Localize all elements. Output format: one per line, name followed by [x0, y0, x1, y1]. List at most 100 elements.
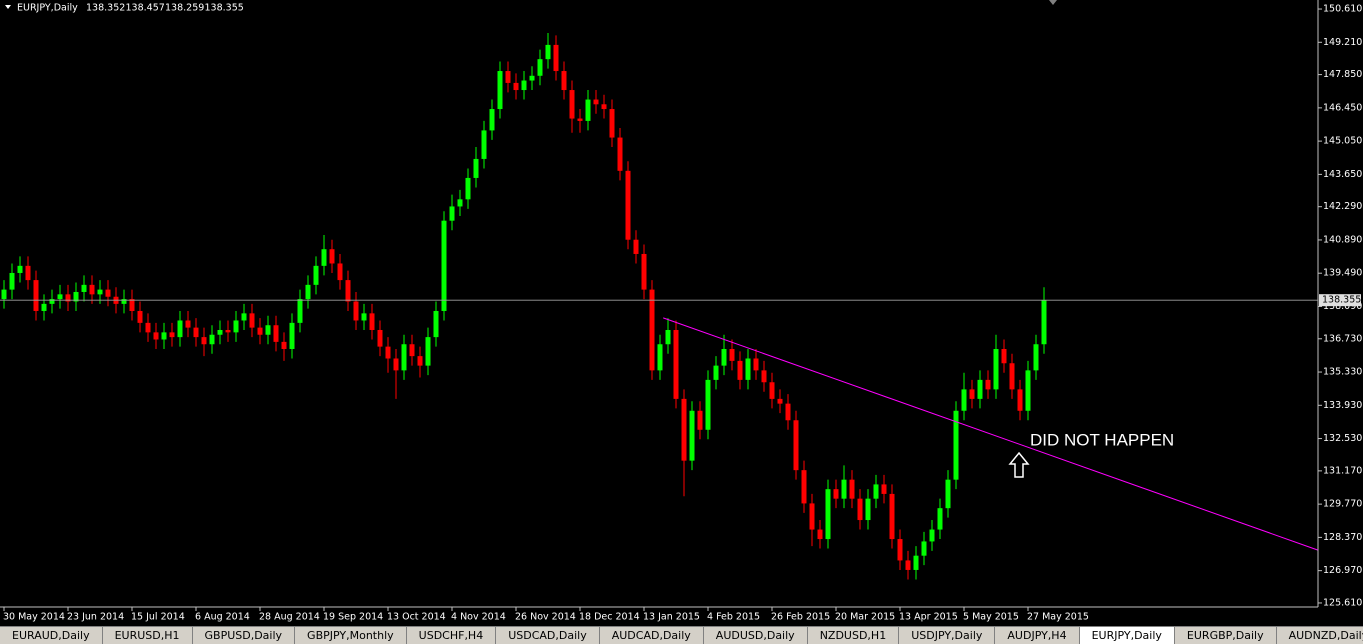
y-tick-label: 140.890	[1323, 234, 1362, 245]
candle-body	[57, 294, 63, 300]
chart-tab[interactable]: EURUSD,H1	[103, 627, 193, 644]
y-tick-label: 131.170	[1323, 465, 1362, 476]
menu-triangle	[5, 5, 11, 9]
chart-tab[interactable]: NZDUSD,H1	[808, 627, 900, 644]
candle-body	[913, 555, 919, 570]
candle-body	[1009, 363, 1015, 390]
candle-body	[153, 332, 159, 340]
candle-body	[425, 337, 431, 366]
candle-body	[353, 301, 359, 321]
chart-tab[interactable]: EURAUD,Daily	[0, 627, 103, 644]
candle-body	[441, 220, 447, 311]
candle-body	[1001, 348, 1007, 364]
candle-body	[201, 337, 207, 345]
candle-body	[97, 289, 103, 295]
y-tick-label: 135.330	[1323, 367, 1362, 378]
candle-body	[641, 253, 647, 290]
candle-body	[953, 410, 959, 480]
candle-body	[841, 479, 847, 499]
y-tick-label: 128.370	[1323, 532, 1362, 543]
candle-body	[129, 299, 135, 311]
candle-body	[185, 320, 191, 328]
candle-body	[41, 303, 47, 311]
candle-body	[409, 344, 415, 357]
chart-tab[interactable]: GBPUSD,Daily	[193, 627, 296, 644]
candle-body	[337, 263, 343, 281]
candle-body	[281, 341, 287, 349]
chart-tab[interactable]: EURJPY,Daily	[1079, 627, 1175, 644]
chart-tab[interactable]: AUDCAD,Daily	[600, 627, 704, 644]
candle-body	[121, 299, 127, 304]
candle-body	[1033, 344, 1039, 371]
candle-body	[529, 75, 535, 81]
candle-body	[505, 71, 511, 83]
candle-body	[1, 289, 7, 300]
candle-body	[489, 109, 495, 131]
candle-body	[729, 348, 735, 361]
candle-body	[105, 289, 111, 297]
candle-body	[633, 239, 639, 254]
chart: EURJPY,Daily DID NOT HAPPEN 138.352 138.4…	[0, 0, 1363, 626]
chart-tab[interactable]: AUDJPY,H4	[995, 627, 1080, 644]
candle-body	[761, 370, 767, 383]
candle-body	[809, 503, 815, 530]
chart-tab[interactable]: AUDUSD,Daily	[704, 627, 808, 644]
candle-body	[945, 479, 951, 509]
candle-body	[481, 130, 487, 159]
candle-body	[769, 382, 775, 399]
x-tick-label: 4 Feb 2015	[707, 612, 760, 623]
x-tick-label: 5 May 2015	[963, 612, 1019, 623]
chart-tab[interactable]: USDCAD,Daily	[496, 627, 600, 644]
y-tick-label: 147.850	[1323, 69, 1362, 80]
y-tick-label: 136.730	[1323, 333, 1362, 344]
candle-body	[297, 299, 303, 323]
x-tick-label: 19 Sep 2014	[323, 612, 383, 623]
ohlc-value: 138.355	[205, 3, 244, 14]
ohlc-value: 138.457	[126, 3, 165, 14]
candle-body	[401, 344, 407, 371]
x-tick-label: 4 Nov 2014	[451, 612, 506, 623]
annotation-text: DID NOT HAPPEN	[1030, 430, 1174, 449]
candle-body	[689, 410, 695, 461]
candle-body	[985, 379, 991, 390]
candle-body	[193, 327, 199, 338]
candle-body	[169, 332, 175, 338]
candle-body	[737, 360, 743, 380]
y-tick-label: 139.490	[1323, 268, 1362, 279]
candle-body	[33, 280, 39, 311]
trendline	[663, 317, 1318, 551]
candle-body	[977, 379, 983, 399]
candle-body	[753, 358, 759, 371]
candle-body	[65, 294, 71, 302]
candle-body	[241, 313, 247, 321]
chart-tab[interactable]: USDJPY,Daily	[899, 627, 996, 644]
y-tick-label: 133.930	[1323, 400, 1362, 411]
x-tick-label: 6 Aug 2014	[195, 612, 250, 623]
chart-tab[interactable]: EURGBP,Daily	[1175, 627, 1277, 644]
y-tick-label: 143.650	[1323, 169, 1362, 180]
candle-body	[289, 322, 295, 349]
candle-body	[929, 529, 935, 542]
chart-tab[interactable]: USDCHF,H4	[407, 627, 497, 644]
candle-body	[817, 529, 823, 540]
candle-body	[889, 493, 895, 540]
background	[0, 0, 1363, 626]
candle-body	[961, 389, 967, 411]
candle-body	[497, 71, 503, 110]
candle-body	[25, 265, 31, 281]
candle-body	[49, 299, 55, 304]
x-tick-label: 26 Nov 2014	[515, 612, 576, 623]
x-tick-label: 15 Jul 2014	[131, 612, 185, 623]
candle-body	[1017, 389, 1023, 411]
chart-tab[interactable]: GBPJPY,Monthly	[295, 627, 407, 644]
chart-tab[interactable]: AUDNZD,Daily	[1277, 627, 1363, 644]
candle-body	[137, 310, 143, 323]
current-price-label: 138.355	[1322, 295, 1361, 306]
candle-body	[369, 313, 375, 330]
candle-body	[417, 356, 423, 366]
candle-body	[225, 329, 231, 333]
x-tick-label: 20 Mar 2015	[835, 612, 895, 623]
candle-body	[873, 484, 879, 499]
candle-body	[921, 541, 927, 556]
